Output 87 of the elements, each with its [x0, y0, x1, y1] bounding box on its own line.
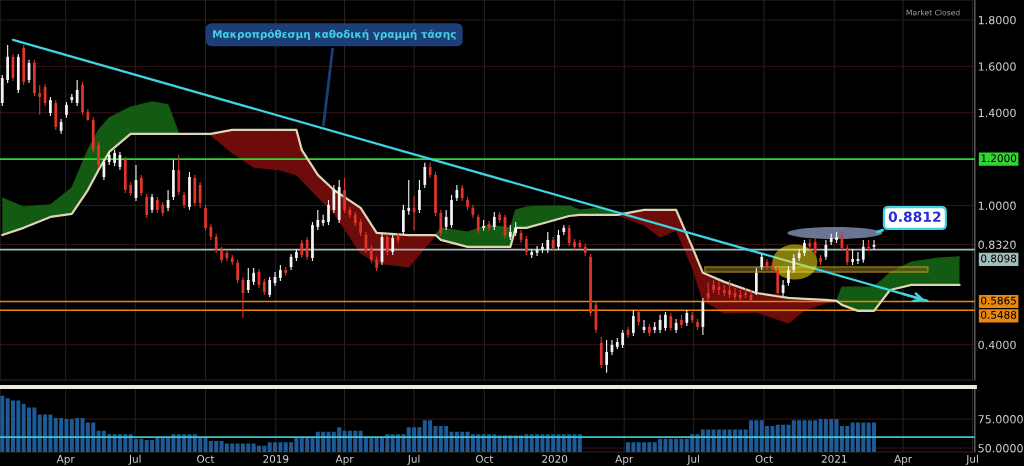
- x-tick-label: Apr: [335, 455, 354, 465]
- y-tick-label: 1.6000: [978, 62, 1016, 71]
- candlestick: [268, 276, 272, 298]
- candlestick: [819, 254, 822, 266]
- x-tick-label: Jul: [407, 454, 420, 465]
- annotation: 0.8812: [888, 211, 941, 223]
- y-tick-label: 75.0000: [978, 415, 1023, 424]
- x-tick-label: Oct: [197, 454, 215, 463]
- candlestick: [861, 239, 865, 264]
- x-tick-label: Oct: [755, 454, 773, 463]
- x-tick-label: Oct: [475, 454, 494, 463]
- y-tick-label: 0.4000: [978, 340, 1016, 350]
- candlestick: [343, 177, 346, 214]
- x-tick-label: 2020: [542, 454, 568, 463]
- candlestick: [214, 233, 218, 254]
- y-tick-label: 0.8320: [978, 240, 1016, 249]
- candlestick: [49, 96, 52, 117]
- candlestick: [402, 204, 405, 236]
- y-tick-label: 1.4000: [978, 108, 1016, 118]
- x-tick-label: Apr: [56, 455, 75, 465]
- candlestick: [236, 259, 239, 284]
- candlestick: [327, 199, 330, 226]
- candlestick: [418, 179, 421, 214]
- candlestick: [546, 231, 550, 254]
- x-tick-label: 2021: [821, 454, 847, 463]
- y-tick-label: 50.0000: [978, 444, 1023, 453]
- candlestick: [177, 154, 181, 196]
- candlestick: [476, 214, 480, 234]
- candlestick: [145, 193, 149, 219]
- candlestick: [787, 265, 790, 287]
- x-tick-label: Apr: [615, 455, 634, 465]
- candlestick: [139, 174, 143, 197]
- candlestick: [300, 239, 304, 259]
- candlestick: [38, 84, 42, 116]
- candlestick: [6, 44, 10, 84]
- y-tick-label: 1.0000: [978, 201, 1016, 210]
- candlestick: [557, 229, 560, 251]
- candlestick: [81, 81, 84, 116]
- candlestick: [75, 79, 79, 107]
- candlestick: [605, 339, 608, 374]
- x-tick-label: Apr: [894, 455, 913, 465]
- candlestick: [434, 171, 437, 217]
- candlestick: [188, 171, 191, 211]
- candlestick: [797, 248, 801, 262]
- candlestick: [198, 181, 202, 209]
- candlestick: [776, 266, 780, 297]
- candlestick: [674, 318, 678, 334]
- candlestick: [407, 179, 411, 216]
- candlestick: [803, 239, 806, 257]
- candlestick: [567, 224, 571, 247]
- candlestick: [385, 233, 389, 256]
- ref-line-label: 1.2000: [981, 154, 1017, 163]
- candlestick: [824, 239, 828, 261]
- candlestick: [423, 162, 427, 189]
- x-tick-label: Jul: [965, 454, 978, 465]
- ref-line-label: 0.5488: [981, 310, 1017, 319]
- candlestick: [316, 209, 320, 231]
- candlestick: [391, 234, 395, 256]
- x-tick-label: Jul: [128, 454, 141, 465]
- ref-line-label: 0.8098: [981, 254, 1017, 263]
- candlestick: [578, 239, 582, 251]
- candlestick: [845, 244, 849, 266]
- candlestick: [444, 209, 448, 231]
- candlestick: [97, 141, 100, 169]
- candlestick: [792, 253, 796, 274]
- ref-line-label: 0.5865: [981, 296, 1016, 305]
- candlestick: [631, 309, 635, 337]
- annotation: Μακροπρόθεσμη καθοδική γραμμή τάσης: [213, 29, 456, 41]
- candlestick: [754, 267, 758, 296]
- y-tick-label: 1.8000: [978, 15, 1016, 25]
- candlestick: [599, 336, 603, 369]
- candlestick: [573, 238, 576, 251]
- candlestick: [311, 221, 314, 262]
- candlestick: [439, 209, 443, 237]
- candlestick: [204, 204, 207, 232]
- candlestick: [332, 184, 336, 214]
- candlestick: [664, 311, 667, 332]
- candlestick: [65, 101, 68, 119]
- candlestick: [54, 99, 58, 131]
- candlestick: [246, 267, 250, 294]
- candlestick: [696, 318, 699, 331]
- x-tick-label: 2019: [263, 454, 289, 463]
- candlestick: [450, 194, 453, 229]
- candlestick: [525, 235, 528, 256]
- candlestick: [621, 329, 625, 349]
- candlestick: [680, 314, 683, 329]
- x-tick-label: Jul: [686, 454, 700, 465]
